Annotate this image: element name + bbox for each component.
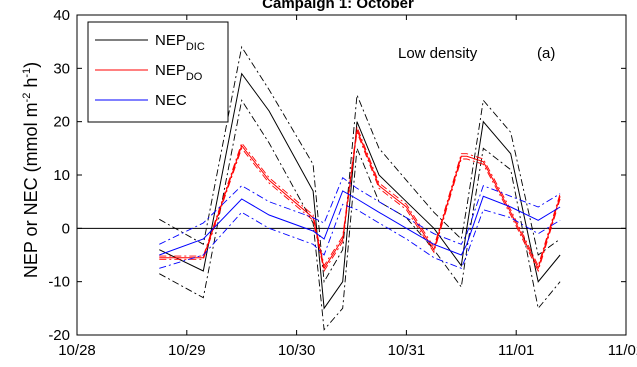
y-tick-label: 30 [53, 60, 70, 77]
x-tick-label: 11/01 [498, 342, 534, 359]
y-axis-label: NEP or NEC (mmol m-2 h-1) [21, 62, 41, 278]
x-tick-label: 10/29 [168, 342, 206, 359]
series-line-nep-dic [159, 72, 561, 310]
y-tick-label: -10 [48, 274, 70, 291]
series-line-nep-do [159, 129, 561, 270]
y-tick-label: 40 [53, 7, 70, 24]
legend-label: NEC [155, 92, 187, 109]
series-line-nec [159, 190, 561, 256]
plot-area: -20 -10 0 10 20 30 40 10/28 10/29 10/30 10/31 11/01… [48, 7, 637, 359]
density-annotation: Low density [398, 45, 478, 62]
series-line-nep-do-upper [159, 126, 561, 267]
chart-title: Campaign 1: October [262, 0, 414, 12]
legend-label: NEPDO [155, 62, 203, 83]
x-tick-label: 10/31 [388, 342, 426, 359]
series-line-nec-upper [159, 176, 561, 245]
series-line-nep-dic-upper [159, 45, 561, 284]
x-tick-label: 11/02 [608, 342, 637, 359]
y-tick-label: -20 [48, 327, 70, 344]
x-tick-label: 10/30 [278, 342, 316, 359]
y-tick-label: 0 [62, 220, 70, 237]
series-line-nec-lower [159, 203, 561, 269]
series-line-nep-dic-lower [159, 99, 561, 331]
y-tick-label: 20 [53, 114, 70, 131]
panel-label: (a) [537, 45, 555, 62]
series-line-nep-do-lower [159, 132, 561, 273]
legend: NEPDIC NEPDO NEC [87, 21, 229, 123]
legend-label: NEPDIC [155, 32, 205, 53]
legend-box [87, 21, 229, 123]
x-tick-label: 10/28 [58, 342, 96, 359]
y-tick-label: 10 [53, 167, 70, 184]
